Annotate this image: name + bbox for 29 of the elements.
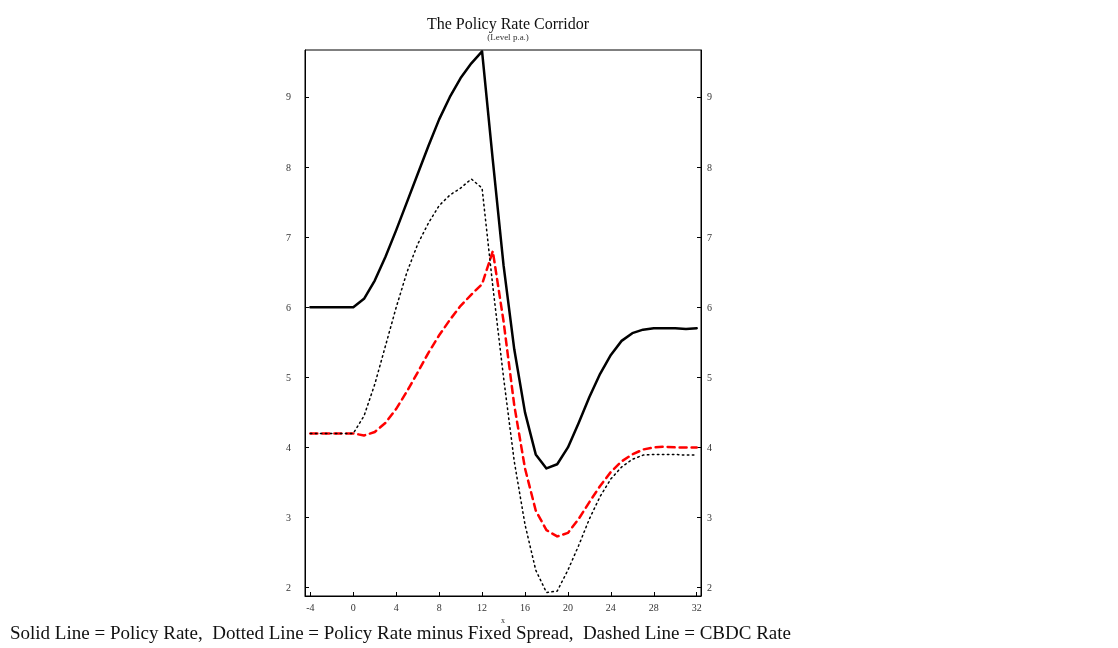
y-tick-label: 9 xyxy=(286,91,291,103)
x-tick-label: 24 xyxy=(605,601,616,613)
y2-tick-label: 4 xyxy=(707,441,712,453)
y-tick-label: 3 xyxy=(286,512,291,523)
y2-tick-label: 9 xyxy=(707,91,712,103)
y2-tick-label: 5 xyxy=(707,371,712,383)
chart-subtitle: (Level p.a.) xyxy=(487,31,529,42)
y-tick-label: 8 xyxy=(286,161,291,173)
y2-tick-label: 7 xyxy=(707,231,712,243)
x-tick-label: 16 xyxy=(520,601,530,613)
y-tick-label: 7 xyxy=(286,231,291,243)
y2-tick-label: 8 xyxy=(707,161,712,173)
y2-tick-label: 6 xyxy=(707,301,712,313)
x-tick-label: 8 xyxy=(436,601,442,613)
y2-tick-label: 3 xyxy=(707,512,712,523)
y2-tick-label: 2 xyxy=(707,582,712,594)
x-tick-label: 20 xyxy=(562,601,573,613)
y-tick-label: 2 xyxy=(286,582,291,594)
chart-title: The Policy Rate Corridor xyxy=(426,14,590,33)
x-tick-label: 28 xyxy=(648,601,659,613)
x-tick-label: -4 xyxy=(306,601,315,613)
x-tick-label: 32 xyxy=(691,601,702,613)
y-tick-label: 4 xyxy=(286,441,291,453)
x-tick-label: 0 xyxy=(350,601,356,613)
x-tick-label: 12 xyxy=(477,601,488,613)
line-series xyxy=(309,249,698,538)
y-tick-label: 5 xyxy=(286,371,291,383)
y-tick-label: 6 xyxy=(286,301,291,313)
x-tick-label: 4 xyxy=(393,601,399,613)
